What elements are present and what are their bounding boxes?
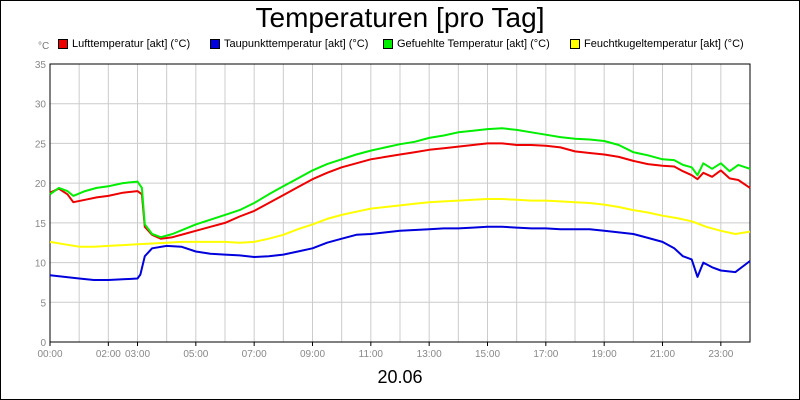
date-label: 20.06 [377,367,423,387]
y-tick-label: 35 [35,60,47,71]
y-tick-label: 25 [35,139,47,150]
x-tick-label: 15:00 [475,349,500,360]
x-tick-label: 00:00 [37,349,62,360]
legend-item: Taupunkttemperatur [akt] (°C) [210,38,368,50]
x-tick-label: 19:00 [592,349,617,360]
x-tick-label: 17:00 [533,349,558,360]
legend-swatch [210,39,220,49]
legend-item: Lufttemperatur [akt] (°C) [58,38,190,50]
y-tick-label: 20 [35,179,47,190]
x-tick-label: 21:00 [650,349,675,360]
y-tick-label: 30 [35,100,47,111]
legend-label: Lufttemperatur [akt] (°C) [72,38,191,50]
legend-label: Feuchtkugeltemperatur [akt] (°C) [584,38,744,50]
plot-area [49,63,751,343]
y-tick-label: 10 [35,259,47,270]
x-tick-label: 07:00 [242,349,267,360]
series-line-1 [49,225,751,281]
x-tick-label: 23:00 [708,349,733,360]
x-tick-label: 03:00 [125,349,150,360]
x-tick-label: 11:00 [359,349,384,360]
x-tick-label: 09:00 [300,349,325,360]
legend-swatch [383,39,393,49]
legend-swatch [570,39,580,49]
series-line-3 [49,198,751,248]
chart-title: Temperaturen [pro Tag] [255,2,545,33]
legend-swatch [58,39,68,49]
x-tick-label: 05:00 [183,349,208,360]
y-tick-label: 15 [35,219,47,230]
y-unit-label: °C [38,41,50,52]
legend-label: Taupunkttemperatur [akt] (°C) [224,38,369,50]
x-tick-label: 02:00 [96,349,121,360]
series-line-2 [49,127,751,239]
legend-item: Feuchtkugeltemperatur [akt] (°C) [570,38,744,50]
y-tick-label: 5 [40,298,46,309]
legend-label: Gefuehlte Temperatur [akt] (°C) [397,38,550,50]
legend-item: Gefuehlte Temperatur [akt] (°C) [383,38,550,50]
x-tick-label: 13:00 [417,349,442,360]
y-tick-label: 0 [40,338,46,349]
